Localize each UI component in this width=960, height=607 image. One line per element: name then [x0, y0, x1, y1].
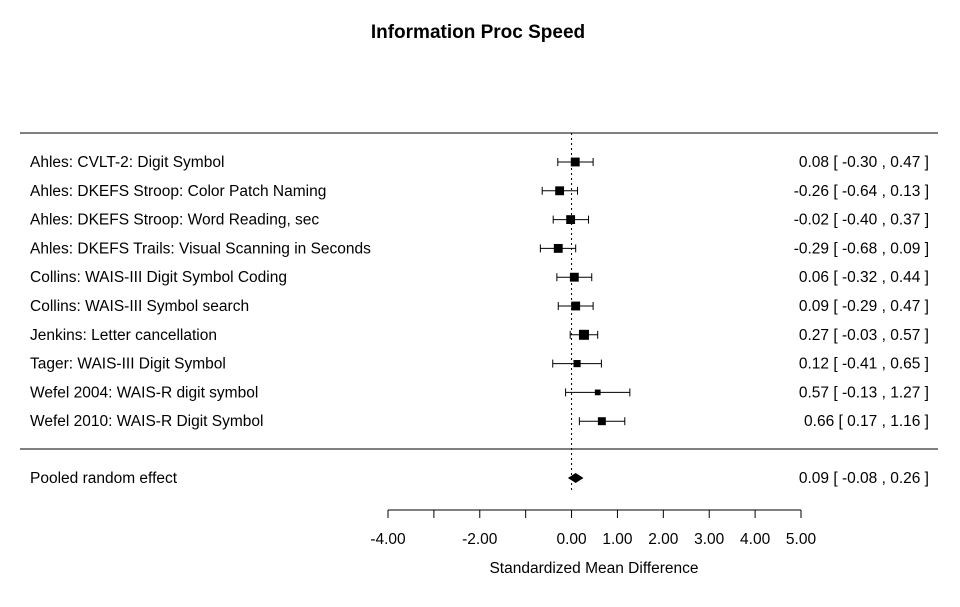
study-row: Ahles: DKEFS Stroop: Word Reading, sec -0… — [30, 212, 929, 229]
x-tick-label: 4.00 — [740, 531, 771, 548]
pooled-row: Pooled random effect 0.09 [ -0.08 , 0.26 … — [30, 470, 929, 487]
x-tick-label: 1.00 — [602, 531, 633, 548]
study-row: Ahles: DKEFS Stroop: Color Patch Naming -… — [30, 183, 929, 200]
x-axis: -4.00 -2.00 0.00 1.00 2.00 3.00 4.00 5.00 — [370, 509, 817, 548]
effect-size-marker — [553, 243, 563, 253]
effect-size-marker — [594, 389, 601, 396]
study-row: Ahles: DKEFS Trails: Visual Scanning in … — [30, 240, 929, 257]
study-label: Ahles: DKEFS Stroop: Word Reading, sec — [30, 212, 319, 229]
ci-text: 0.08 [ -0.30 , 0.47 ] — [799, 154, 929, 171]
ci-text: 0.66 [ 0.17 , 1.16 ] — [804, 413, 929, 430]
study-row: Collins: WAIS-III Digit Symbol Coding 0.0… — [30, 269, 929, 286]
effect-size-marker — [555, 186, 565, 196]
pooled-diamond — [567, 473, 584, 483]
study-label: Wefel 2004: WAIS-R digit symbol — [30, 384, 258, 401]
ci-text: 0.57 [ -0.13 , 1.27 ] — [799, 384, 929, 401]
pooled-ci-text: 0.09 [ -0.08 , 0.26 ] — [799, 470, 929, 487]
effect-size-marker — [571, 301, 581, 311]
study-label: Collins: WAIS-III Digit Symbol Coding — [30, 269, 287, 286]
study-label: Jenkins: Letter cancellation — [30, 327, 217, 344]
ci-text: 0.12 [ -0.41 , 0.65 ] — [799, 356, 929, 373]
x-tick-label: 2.00 — [648, 531, 679, 548]
study-label: Collins: WAIS-III Symbol search — [30, 298, 249, 315]
study-label: Ahles: DKEFS Trails: Visual Scanning in … — [30, 240, 371, 257]
study-row: Collins: WAIS-III Symbol search 0.09 [ -0… — [30, 298, 929, 315]
study-rows: Ahles: CVLT-2: Digit Symbol 0.08 [ -0.30 … — [30, 154, 929, 430]
x-axis-label: Standardized Mean Difference — [489, 560, 698, 577]
ci-text: 0.09 [ -0.29 , 0.47 ] — [799, 298, 929, 315]
ci-text: 0.06 [ -0.32 , 0.44 ] — [799, 269, 929, 286]
effect-size-marker — [570, 157, 580, 167]
study-label: Tager: WAIS-III Digit Symbol — [30, 356, 226, 373]
study-row: Jenkins: Letter cancellation 0.27 [ -0.03… — [30, 327, 929, 344]
ci-text: -0.29 [ -0.68 , 0.09 ] — [794, 240, 929, 257]
chart-title: Information Proc Speed — [371, 22, 585, 43]
effect-size-marker — [578, 329, 589, 340]
x-tick-label: 5.00 — [786, 531, 817, 548]
study-row: Tager: WAIS-III Digit Symbol 0.12 [ -0.41… — [30, 356, 929, 373]
effect-size-marker — [573, 360, 581, 368]
ci-text: -0.26 [ -0.64 , 0.13 ] — [794, 183, 929, 200]
effect-size-marker — [569, 272, 579, 282]
study-row: Ahles: CVLT-2: Digit Symbol 0.08 [ -0.30 … — [30, 154, 929, 171]
study-label: Ahles: CVLT-2: Digit Symbol — [30, 154, 224, 171]
pooled-label: Pooled random effect — [30, 470, 178, 487]
study-row: Wefel 2004: WAIS-R digit symbol 0.57 [ -0… — [30, 384, 929, 401]
ci-text: -0.02 [ -0.40 , 0.37 ] — [794, 212, 929, 229]
ci-text: 0.27 [ -0.03 , 0.57 ] — [799, 327, 929, 344]
x-tick-label: 0.00 — [556, 531, 587, 548]
x-tick-label: -2.00 — [462, 531, 498, 548]
x-tick-label: 3.00 — [694, 531, 725, 548]
effect-size-marker — [566, 215, 576, 225]
study-label: Ahles: DKEFS Stroop: Color Patch Naming — [30, 183, 326, 200]
study-label: Wefel 2010: WAIS-R Digit Symbol — [30, 413, 263, 430]
study-row: Wefel 2010: WAIS-R Digit Symbol 0.66 [ 0.… — [30, 413, 929, 430]
effect-size-marker — [597, 417, 606, 426]
x-tick-label: -4.00 — [370, 531, 406, 548]
